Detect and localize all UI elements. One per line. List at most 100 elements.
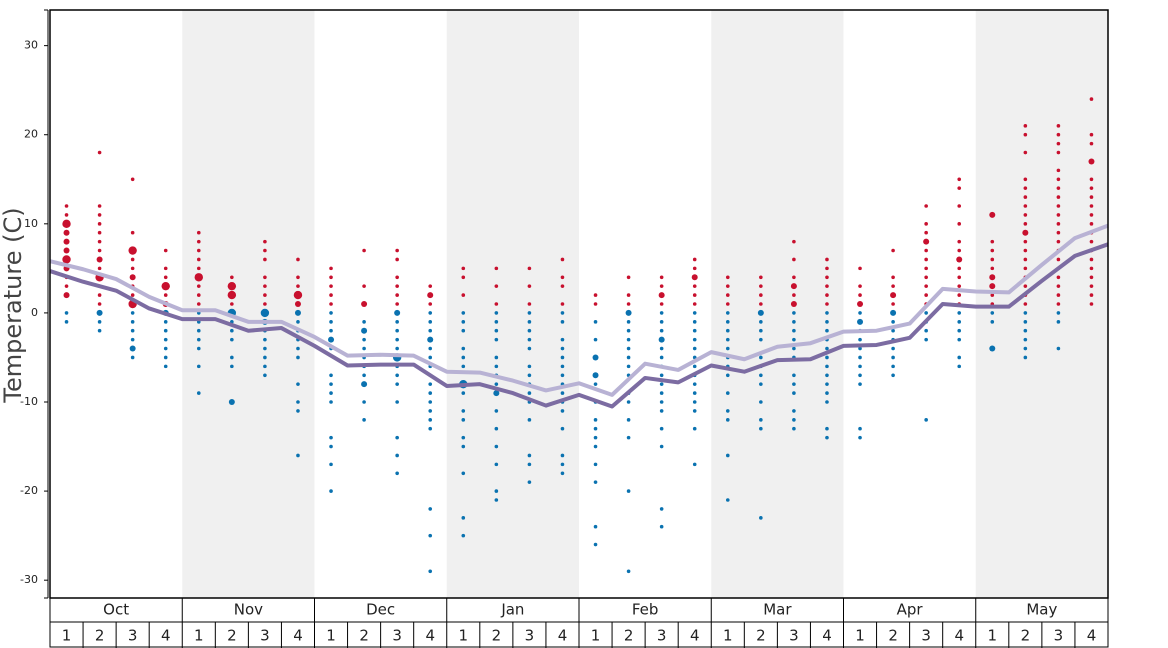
warm-dot — [957, 222, 962, 226]
cold-dot — [891, 373, 895, 378]
warm-dot — [792, 293, 796, 297]
warm-dot — [692, 257, 697, 262]
warm-dot — [891, 284, 895, 288]
cold-dot — [593, 426, 598, 431]
warm-dot — [1023, 204, 1028, 208]
warm-dot — [890, 292, 897, 299]
cold-dot — [957, 355, 962, 360]
cold-dot — [593, 320, 598, 324]
cold-dot — [1023, 337, 1028, 342]
warm-dot — [97, 222, 102, 226]
cold-dot — [858, 373, 862, 378]
cold-dot — [494, 382, 499, 386]
warm-dot — [560, 302, 565, 306]
warm-dot — [97, 239, 102, 244]
warm-dot — [196, 293, 201, 297]
cold-dot — [527, 311, 532, 315]
month-label: Dec — [366, 601, 395, 619]
cold-dot — [857, 318, 864, 325]
warm-dot — [1056, 124, 1061, 128]
week-label: 3 — [260, 627, 270, 645]
warm-dot — [97, 248, 102, 253]
month-label: Oct — [103, 601, 129, 619]
warm-dot — [527, 284, 532, 288]
warm-dot — [62, 219, 71, 229]
cold-dot — [163, 346, 168, 351]
warm-dot — [395, 284, 399, 288]
trend-line — [49, 223, 1109, 397]
cold-dot — [858, 337, 862, 342]
warm-dot — [725, 275, 730, 280]
warm-dot — [924, 266, 928, 271]
trend-line — [49, 242, 1109, 409]
warm-dot — [957, 293, 962, 297]
cold-dot — [97, 320, 102, 324]
cold-dot — [527, 364, 532, 369]
week-label: 2 — [359, 627, 369, 645]
warm-dot — [1023, 239, 1028, 244]
cold-dot — [1023, 320, 1028, 324]
cold-dot — [362, 320, 366, 324]
cold-dot — [891, 346, 895, 351]
warm-dot — [1023, 302, 1028, 306]
cold-dot — [593, 524, 598, 529]
warm-dot — [1023, 195, 1028, 199]
cold-dot — [129, 345, 136, 352]
warm-dot — [263, 293, 267, 297]
cold-dot — [659, 391, 664, 395]
cold-dot — [560, 373, 565, 378]
warm-dot — [924, 257, 928, 262]
warm-dot — [194, 273, 203, 282]
cold-dot — [494, 328, 499, 333]
warm-dot — [97, 150, 102, 155]
warm-dot — [1056, 230, 1061, 235]
warm-dot — [989, 283, 996, 290]
cold-dot — [825, 364, 829, 369]
cold-dot — [792, 320, 796, 324]
cold-dot — [792, 382, 796, 386]
warm-dot — [293, 290, 303, 300]
warm-dot — [196, 302, 201, 306]
y-tick-label: -30 — [20, 573, 38, 586]
cold-dot — [759, 337, 763, 342]
cold-dot — [825, 328, 829, 333]
warm-dot — [97, 230, 102, 235]
warm-dot — [1023, 124, 1028, 128]
warm-dot — [560, 275, 565, 280]
warm-dot — [792, 239, 796, 244]
warm-dot — [924, 284, 928, 288]
cold-dot — [659, 328, 664, 333]
warm-dot — [858, 266, 862, 271]
warm-dot — [924, 248, 928, 253]
month-shade — [446, 10, 579, 598]
warm-dot — [1089, 266, 1094, 271]
cold-dot — [725, 418, 730, 422]
cold-dot — [362, 346, 366, 351]
cold-dot — [625, 309, 632, 316]
warm-dot — [1089, 222, 1094, 226]
cold-dot — [395, 471, 399, 476]
warm-dot — [990, 248, 995, 253]
warm-dot — [1056, 257, 1061, 262]
cold-dot — [130, 320, 135, 324]
warm-dot — [227, 281, 237, 291]
cold-dot — [626, 328, 631, 333]
cold-dot — [461, 533, 466, 538]
warm-dot — [1023, 132, 1028, 137]
week-label: 2 — [756, 627, 766, 645]
month-label: Apr — [897, 601, 924, 619]
warm-dot — [361, 301, 368, 307]
warm-dot — [428, 302, 433, 306]
week-row — [49, 621, 1109, 648]
warm-dot — [957, 239, 962, 244]
warm-dot — [725, 302, 730, 306]
week-label: 4 — [425, 627, 435, 645]
warm-dot — [989, 274, 996, 281]
warm-dot — [1056, 150, 1061, 155]
warm-dot — [97, 293, 102, 297]
cold-dot — [659, 409, 664, 413]
cold-dot — [957, 364, 962, 369]
cold-dot — [329, 320, 333, 324]
warm-dot — [130, 293, 135, 297]
week-label: 4 — [161, 627, 171, 645]
